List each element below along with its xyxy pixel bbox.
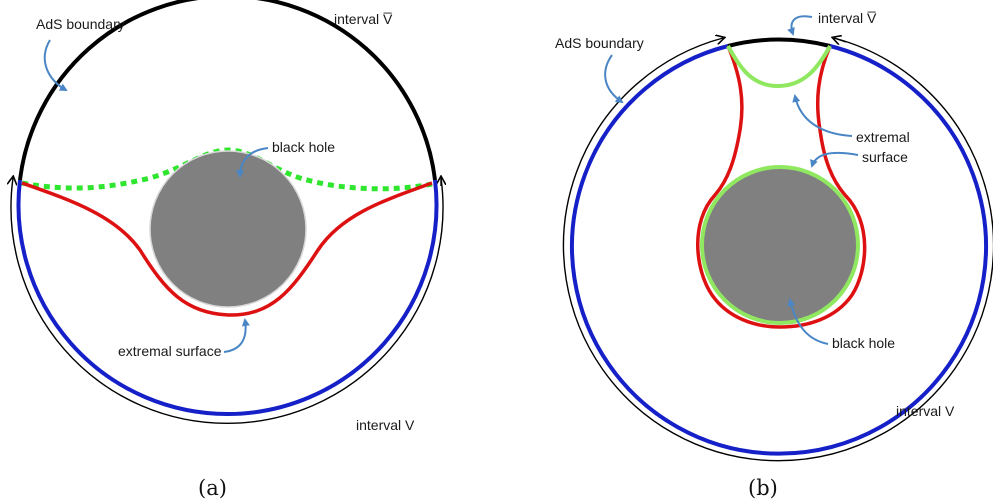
pointer-interval-vbar-b-icon — [787, 15, 813, 36]
label-extremal-surface: extremal surface — [118, 343, 222, 359]
boundary-interval-vbar — [18, 0, 437, 181]
black-hole — [149, 150, 307, 308]
label-extremal-b-line2: surface — [862, 149, 908, 165]
panel-b: AdS boundary interval V̅ extremal surfac… — [555, 10, 993, 500]
pointer-black-hole-b-icon — [787, 298, 829, 345]
label-black-hole: black hole — [272, 139, 335, 155]
boundary-interval-vbar-b — [727, 37, 831, 48]
extremal-surface-red-b — [696, 45, 867, 329]
interval-v-outer-arc-b-right-head — [834, 38, 847, 42]
extremal-surface-red — [21, 181, 433, 317]
label-interval-v-b: interval V — [896, 403, 955, 419]
label-ads-boundary: AdS boundary — [36, 16, 125, 32]
label-interval-vbar-b: interval V̅ — [818, 10, 877, 26]
black-hole-b — [700, 165, 860, 325]
pointer-ads-boundary-b-icon — [604, 54, 624, 104]
boundary-interval-v-b — [570, 44, 988, 456]
caption-b: (b) — [748, 476, 778, 500]
pointer-black-hole-icon — [236, 147, 269, 178]
boundary-interval-v — [16, 179, 439, 416]
pointer-extremal-cap-icon — [792, 94, 853, 137]
label-ads-boundary-b: AdS boundary — [555, 35, 644, 51]
pointer-extremal-surface-icon — [223, 318, 250, 353]
interval-v-outer-arc — [11, 178, 444, 424]
extremal-surface-green-dashed — [21, 147, 433, 192]
interval-v-outer-arc-b — [562, 38, 993, 462]
label-extremal-b-line1: extremal — [856, 129, 910, 145]
label-black-hole-b: black hole — [832, 335, 895, 351]
pointer-ads-boundary-icon — [43, 39, 68, 91]
caption-a: (a) — [198, 476, 227, 500]
panel-a: AdS boundary interval V̅ black hole extr… — [11, 0, 443, 500]
label-interval-v: interval V — [356, 417, 415, 433]
label-interval-vbar: interval V̅ — [334, 11, 393, 27]
pointer-extremal-hole-icon — [810, 151, 859, 168]
extremal-surface-green-cap — [726, 45, 832, 89]
